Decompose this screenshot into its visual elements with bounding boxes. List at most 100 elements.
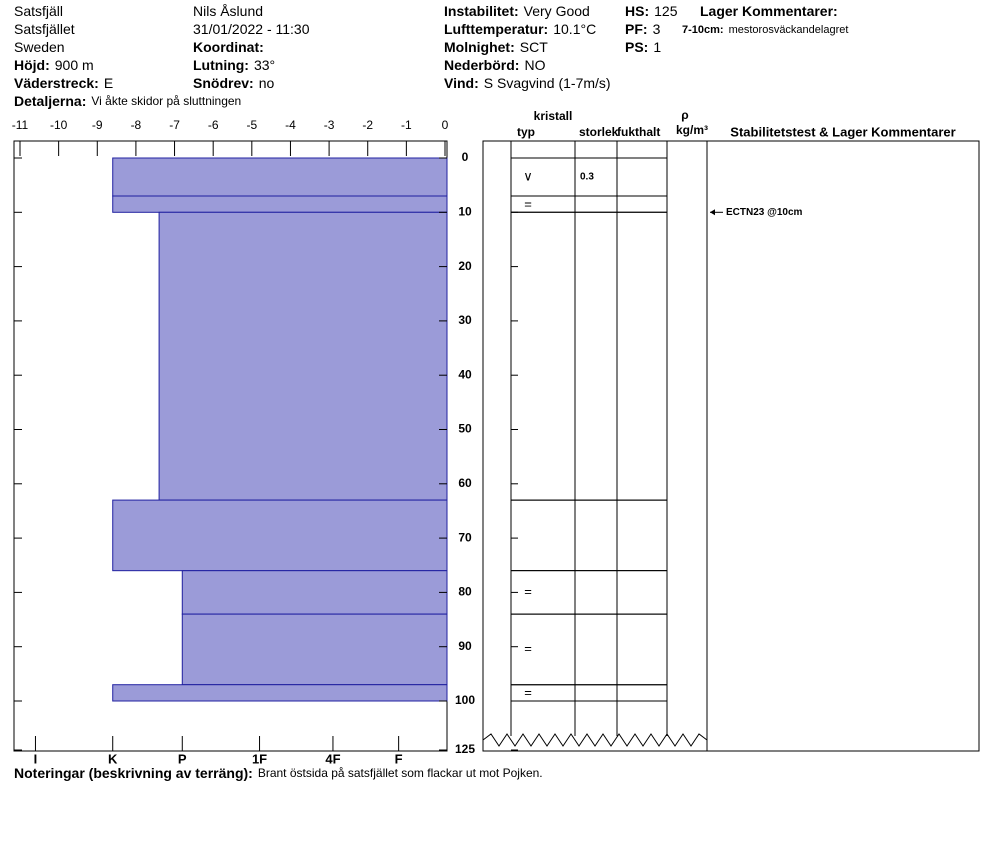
y-tick-label: 50 bbox=[458, 422, 472, 436]
field-value: Vi åkte skidor på sluttningen bbox=[91, 94, 241, 108]
header-field: Satsfjäll bbox=[14, 3, 63, 19]
hardness-layer bbox=[181, 570, 448, 615]
field-label: PS: bbox=[625, 39, 648, 55]
header-field: Molnighet: SCT bbox=[444, 39, 548, 55]
header-field: Lufttemperatur: 10.1°C bbox=[444, 21, 596, 37]
y-tick-label: 0 bbox=[462, 150, 469, 164]
y-tick-label: 40 bbox=[458, 367, 472, 381]
header-field: Lutning: 33° bbox=[193, 57, 275, 73]
header-field: Detaljerna: Vi åkte skidor på sluttningen bbox=[14, 93, 241, 109]
y-tick-label: 30 bbox=[458, 313, 472, 327]
column-header: Stabilitetstest & Lager Kommentarer bbox=[730, 124, 955, 139]
x-tick-label: -9 bbox=[92, 118, 103, 132]
field-value: mestorosväckandelagret bbox=[729, 24, 849, 36]
field-label: Lutning: bbox=[193, 57, 249, 73]
header-field: Satsfjället bbox=[14, 21, 75, 37]
field-value: 1 bbox=[653, 39, 661, 55]
x2-tick-label: P bbox=[178, 751, 187, 766]
grain-type: ∨ bbox=[523, 168, 533, 183]
hardness-layer bbox=[181, 613, 448, 686]
x-tick-label: -2 bbox=[362, 118, 373, 132]
header-field: Snödrev: no bbox=[193, 75, 274, 91]
field-label: PF: bbox=[625, 21, 648, 37]
hardness-layer bbox=[112, 499, 448, 572]
header-field: Höjd: 900 m bbox=[14, 57, 94, 73]
field-value: 125 bbox=[654, 3, 678, 19]
hardness-layer bbox=[158, 211, 448, 501]
field-label: Lager Kommentarer: bbox=[700, 3, 838, 19]
x-tick-label: -7 bbox=[169, 118, 180, 132]
column-header: typ bbox=[517, 125, 535, 139]
grain-type: = bbox=[524, 196, 532, 211]
x2-tick-label: K bbox=[108, 751, 118, 766]
field-label: Detaljerna: bbox=[14, 93, 86, 109]
grain-size: 0.3 bbox=[580, 172, 594, 183]
hardness-layer bbox=[112, 684, 448, 702]
field-value: 31/01/2022 - 11:30 bbox=[193, 21, 310, 37]
x-tick-label: 0 bbox=[442, 118, 449, 132]
column-header: fukthalt bbox=[617, 125, 660, 139]
grain-type: = bbox=[524, 641, 532, 656]
x-tick-label: -5 bbox=[246, 118, 257, 132]
header-field: Nils Åslund bbox=[193, 3, 263, 19]
column-header: kg/m³ bbox=[676, 123, 708, 137]
grain-type: = bbox=[524, 584, 532, 599]
field-value: S Svagvind (1-7m/s) bbox=[484, 75, 611, 91]
header-field: Lager Kommentarer: bbox=[700, 3, 838, 19]
stability-arrowhead bbox=[710, 209, 715, 216]
field-value: Nils Åslund bbox=[193, 3, 263, 19]
column-header: ρ bbox=[681, 108, 688, 122]
field-label: Lufttemperatur: bbox=[444, 21, 548, 37]
header-field: HS: 125 bbox=[625, 3, 678, 19]
field-value: Sweden bbox=[14, 39, 65, 55]
field-value: E bbox=[104, 75, 113, 91]
x2-tick-label: 4F bbox=[325, 751, 340, 766]
x-tick-label: -8 bbox=[131, 118, 142, 132]
x-tick-label: -6 bbox=[208, 118, 219, 132]
y-tick-label: 90 bbox=[458, 639, 472, 653]
field-label: Snödrev: bbox=[193, 75, 254, 91]
header-field: Väderstreck: E bbox=[14, 75, 113, 91]
field-value: no bbox=[259, 75, 275, 91]
stability-label: ECTN23 @10cm bbox=[726, 207, 803, 218]
header-field: 7-10cm: mestorosväckandelagret bbox=[682, 24, 848, 36]
column-header: storlek bbox=[579, 125, 619, 139]
hardness-layer bbox=[112, 195, 448, 213]
y-tick-label: 70 bbox=[458, 530, 472, 544]
field-value: Satsfjäll bbox=[14, 3, 63, 19]
field-value: 3 bbox=[653, 21, 661, 37]
hardness-layer bbox=[112, 157, 448, 197]
field-label: HS: bbox=[625, 3, 649, 19]
header-field: Sweden bbox=[14, 39, 65, 55]
grain-type: = bbox=[524, 685, 532, 700]
field-value: Brant östsida på satsfjället som flackar… bbox=[258, 766, 543, 780]
y-tick-label: 20 bbox=[458, 259, 472, 273]
depth-break bbox=[482, 733, 708, 747]
x2-tick-label: 1F bbox=[252, 751, 267, 766]
y-tick-label: 100 bbox=[455, 693, 475, 707]
field-label: Koordinat: bbox=[193, 39, 264, 55]
field-value: 10.1°C bbox=[553, 21, 596, 37]
x-tick-label: -4 bbox=[285, 118, 296, 132]
field-label: Nederbörd: bbox=[444, 57, 519, 73]
field-label: Höjd: bbox=[14, 57, 50, 73]
header-field: Vind: S Svagvind (1-7m/s) bbox=[444, 75, 611, 91]
field-label: Molnighet: bbox=[444, 39, 515, 55]
field-value: 900 m bbox=[55, 57, 94, 73]
x-tick-label: -3 bbox=[324, 118, 335, 132]
field-label: Instabilitet: bbox=[444, 3, 519, 19]
x2-tick-label: F bbox=[395, 751, 403, 766]
y-tick-label: 80 bbox=[458, 585, 472, 599]
column-header: kristall bbox=[534, 109, 573, 123]
y-tick-label: 60 bbox=[458, 476, 472, 490]
header-field: Nederbörd: NO bbox=[444, 57, 546, 73]
field-value: Very Good bbox=[524, 3, 590, 19]
field-value: SCT bbox=[520, 39, 548, 55]
x-tick-label: -11 bbox=[12, 118, 29, 132]
x2-tick-label: I bbox=[34, 751, 38, 766]
header-field: Noteringar (beskrivning av terräng): Bran… bbox=[14, 765, 543, 781]
header-field: PF: 3 bbox=[625, 21, 661, 37]
y-tick-label: 10 bbox=[458, 204, 472, 218]
field-label: Noteringar (beskrivning av terräng): bbox=[14, 765, 253, 781]
field-label: Vind: bbox=[444, 75, 479, 91]
